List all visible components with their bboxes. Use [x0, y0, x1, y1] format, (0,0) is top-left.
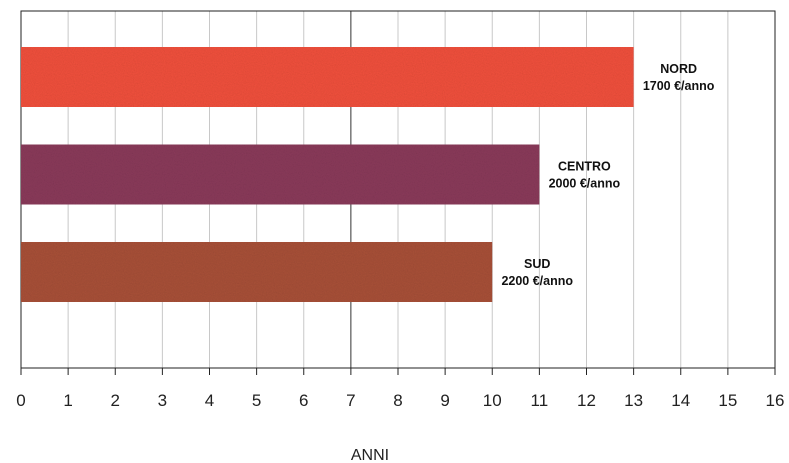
bar-label-sud-value: 2200 €/anno: [501, 274, 573, 288]
x-tick-label-16: 16: [766, 391, 785, 410]
bars: [21, 47, 634, 302]
x-tick-label-10: 10: [483, 391, 502, 410]
x-tick-label-3: 3: [158, 391, 167, 410]
bar-labels: NORD 1700 €/anno CENTRO 2000 €/anno SUD 2200 …: [501, 62, 714, 288]
x-tick-label-4: 4: [205, 391, 214, 410]
x-tick-label-6: 6: [299, 391, 308, 410]
x-tick-label-15: 15: [718, 391, 737, 410]
x-tick-label-11: 11: [531, 391, 549, 410]
bar-centro: [21, 144, 540, 205]
x-tick-label-9: 9: [440, 391, 449, 410]
x-tick-label-8: 8: [393, 391, 402, 410]
x-tick-label-2: 2: [111, 391, 120, 410]
x-tick-label-13: 13: [624, 391, 643, 410]
bar-label-centro-name: CENTRO: [558, 160, 611, 174]
bar-label-centro-value: 2000 €/anno: [549, 177, 621, 191]
x-axis-title: ANNI: [351, 447, 389, 463]
x-tick-label-14: 14: [671, 391, 690, 410]
x-tick-label-5: 5: [252, 391, 261, 410]
x-tick-label-1: 1: [63, 391, 72, 410]
bar-nord: [21, 47, 634, 107]
x-axis-ticks: 0 1 2 3 4 5 6 7 8 9 10 11 12 13 14 15 16: [16, 368, 784, 410]
bar-label-nord-name: NORD: [660, 62, 697, 76]
x-tick-label-12: 12: [577, 391, 596, 410]
bar-sud: [21, 242, 493, 302]
x-tick-label-0: 0: [16, 391, 25, 410]
bar-label-nord-value: 1700 €/anno: [643, 79, 715, 93]
x-tick-label-7: 7: [346, 391, 355, 410]
bar-label-sud-name: SUD: [524, 257, 550, 271]
